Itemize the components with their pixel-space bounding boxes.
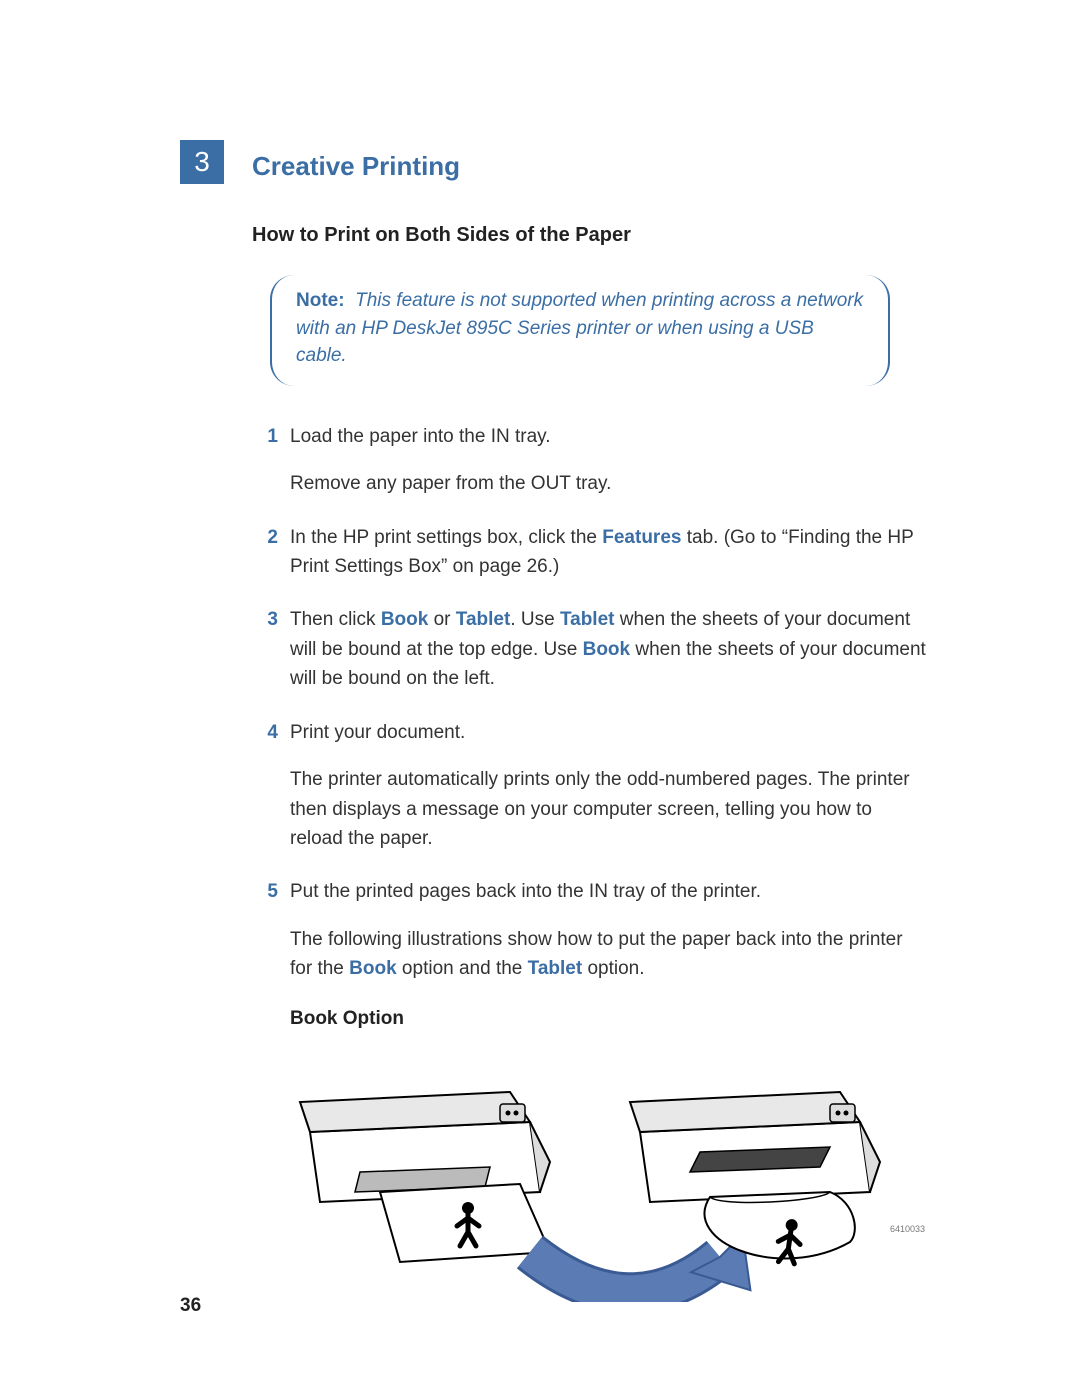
text-fragment: . Use	[510, 609, 560, 630]
step-text: Put the printed pages back into the IN t…	[290, 877, 930, 906]
step-4: 4 Print your document. The printer autom…	[252, 718, 930, 872]
book-option-illustration: 6410033	[290, 1042, 930, 1302]
printer-left-icon	[300, 1092, 550, 1262]
step-number: 5	[252, 877, 278, 906]
tablet-label: Tablet	[528, 958, 583, 979]
tablet-label: Tablet	[560, 609, 615, 630]
step-text: The following illustrations show how to …	[290, 925, 930, 984]
step-text: The printer automatically prints only th…	[290, 765, 930, 853]
step-body: Load the paper into the IN tray. Remove …	[290, 422, 930, 517]
step-text: Load the paper into the IN tray.	[290, 422, 930, 451]
tablet-label: Tablet	[456, 609, 511, 630]
step-3: 3 Then click Book or Tablet. Use Tablet …	[252, 605, 930, 711]
text-fragment: Then click	[290, 609, 381, 630]
step-text: In the HP print settings box, click the …	[290, 523, 930, 582]
step-2: 2 In the HP print settings box, click th…	[252, 523, 930, 600]
text-fragment: option and the	[397, 958, 528, 979]
book-label: Book	[583, 639, 631, 660]
step-number: 3	[252, 605, 278, 634]
step-body: Put the printed pages back into the IN t…	[290, 877, 930, 1001]
text-fragment: In the HP print settings box, click the	[290, 527, 602, 548]
step-body: In the HP print settings box, click the …	[290, 523, 930, 600]
note-box: Note: This feature is not supported when…	[270, 275, 890, 386]
book-label: Book	[349, 958, 397, 979]
note-text-content: This feature is not supported when print…	[296, 290, 863, 366]
document-page: 3 Creative Printing How to Print on Both…	[0, 0, 1080, 1397]
chapter-title: Creative Printing	[252, 153, 460, 179]
note-text: This feature is not supported when print…	[296, 290, 863, 366]
step-number: 1	[252, 422, 278, 451]
text-fragment: or	[428, 609, 455, 630]
step-5: 5 Put the printed pages back into the IN…	[252, 877, 930, 1001]
printer-right-icon	[630, 1092, 880, 1264]
step-number: 2	[252, 523, 278, 552]
steps-list: 1 Load the paper into the IN tray. Remov…	[252, 422, 930, 1002]
step-body: Print your document. The printer automat…	[290, 718, 930, 872]
chapter-header: 3 Creative Printing	[180, 140, 930, 184]
features-label: Features	[602, 527, 681, 548]
page-number: 36	[180, 1295, 201, 1317]
printer-illustration-svg: 6410033	[290, 1042, 930, 1302]
book-option-heading: Book Option	[290, 1008, 930, 1030]
step-number: 4	[252, 718, 278, 747]
step-body: Then click Book or Tablet. Use Tablet wh…	[290, 605, 930, 711]
illustration-id: 6410033	[890, 1224, 925, 1234]
chapter-number-badge: 3	[180, 140, 224, 184]
note-label: Note:	[296, 290, 345, 311]
step-1: 1 Load the paper into the IN tray. Remov…	[252, 422, 930, 517]
step-text: Remove any paper from the OUT tray.	[290, 469, 930, 498]
step-text: Then click Book or Tablet. Use Tablet wh…	[290, 605, 930, 693]
step-text: Print your document.	[290, 718, 930, 747]
section-title: How to Print on Both Sides of the Paper	[252, 224, 930, 247]
book-label: Book	[381, 609, 429, 630]
text-fragment: option.	[582, 958, 644, 979]
